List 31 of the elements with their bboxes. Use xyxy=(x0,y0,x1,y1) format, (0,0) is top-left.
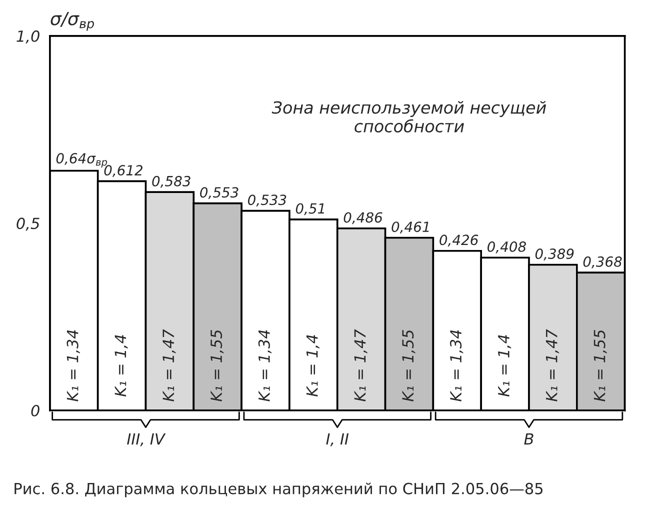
text: III, IV xyxy=(127,433,166,446)
data-label: 0,389 xyxy=(535,248,574,260)
x-tick-label: K₁ = 1,4 xyxy=(498,335,512,397)
text: I, II xyxy=(326,433,349,446)
x-tick-label: K₁ = 1,34 xyxy=(66,330,80,402)
x-tick-label: K₁ = 1,47 xyxy=(162,329,176,402)
text: Рис. 6.8. Диаграмма кольцевых напряжений по СНиП 2.05.06—85 xyxy=(14,482,543,498)
data-label: 0,426 xyxy=(440,234,478,247)
x-tick-label: K₁ = 1,47 xyxy=(354,329,368,402)
data-label: 0,51 xyxy=(296,203,324,216)
x-tick-label: K₁ = 1,34 xyxy=(450,330,464,402)
annotation: Зона неиспользуемой несущей способности xyxy=(272,100,546,132)
y-tick-label: 0 xyxy=(31,404,40,416)
x-tick-label: K₁ = 1,55 xyxy=(402,330,416,402)
data-label: 0,553 xyxy=(200,187,238,200)
y-tick-label: 0,5 xyxy=(16,218,40,231)
text: В xyxy=(524,433,534,444)
x-tick-label: K₁ = 1,55 xyxy=(210,330,224,402)
data-label: 0,583 xyxy=(152,176,190,188)
x-tick-label: K₁ = 1,4 xyxy=(114,335,128,397)
y-tick-label: 1,0 xyxy=(16,30,40,44)
data-label: 0,368 xyxy=(583,256,622,268)
data-label: 0,408 xyxy=(488,241,526,254)
x-tick-label: K₁ = 1,4 xyxy=(306,335,320,397)
x-tick-label: K₁ = 1,55 xyxy=(594,330,607,402)
data-label: 0,461 xyxy=(392,222,429,234)
data-label: 0,486 xyxy=(344,212,382,224)
y-axis-title: σ/σ$_{вр}$ xyxy=(50,12,94,31)
data-label: 0,533 xyxy=(248,194,286,207)
x-tick-label: K₁ = 1,34 xyxy=(258,330,272,402)
x-tick-label: K₁ = 1,47 xyxy=(546,329,559,402)
